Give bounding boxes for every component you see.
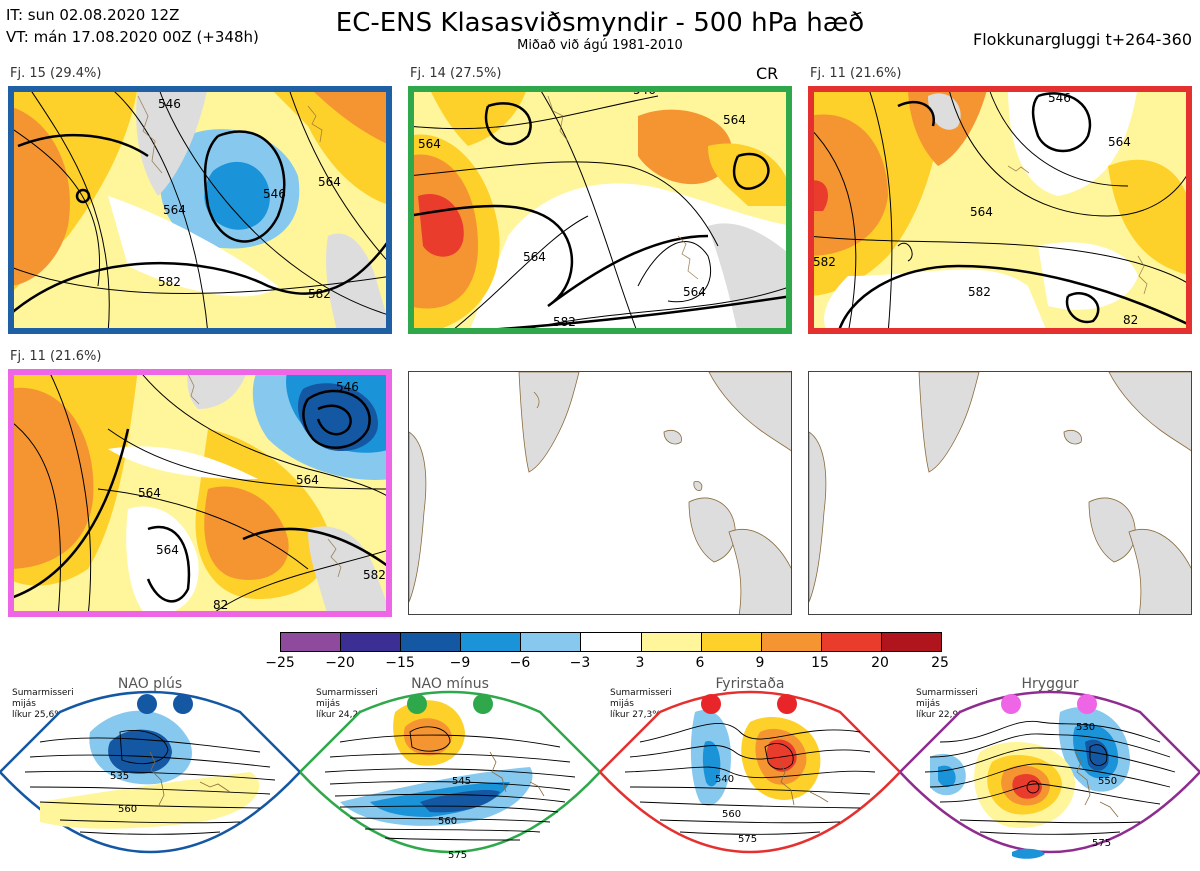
colorbar-segment <box>820 633 881 651</box>
header-left: IT: sun 02.08.2020 12Z VT: mán 17.08.202… <box>6 4 259 48</box>
regime-note: Sumarmisseri mijás líkur 22,9% <box>916 688 978 720</box>
contour-label: 546 <box>1048 91 1071 105</box>
contour-label: 564 <box>970 205 993 219</box>
cluster-map-3: 546 564 564 582 582 82 <box>808 86 1192 334</box>
regime-contour-label: 560 <box>438 816 457 827</box>
regime-marker <box>173 694 193 714</box>
colorbar-segment <box>760 633 821 651</box>
empty-map-6 <box>808 371 1192 615</box>
regime-contour-label: 540 <box>715 774 734 785</box>
regime-blocking: Sumarmisseri mijás líkur 27,3% Fyrirstaða … <box>600 672 900 871</box>
contour-label: 564 <box>318 175 341 189</box>
colorbar-tick: 9 <box>755 655 765 671</box>
regime-name: Hryggur <box>1021 676 1079 692</box>
panel-3-label: Fj. 11 (21.6%) <box>810 66 902 81</box>
colorbar-tick: −6 <box>509 655 531 671</box>
regime-marker <box>407 694 427 714</box>
regime-note: Sumarmisseri mijás líkur 24,2% <box>316 688 378 720</box>
contour-label: 564 <box>296 473 319 487</box>
regime-note: Sumarmisseri mijás líkur 27,3% <box>610 688 672 720</box>
regime-name: NAO plús <box>117 676 183 692</box>
page-title: EC-ENS Klasasviðsmyndir - 500 hPa hæð <box>335 8 865 38</box>
cluster-map-2: 564 564 564 564 582 546 <box>408 86 792 334</box>
colorbar-segment <box>460 633 521 651</box>
contour-label: 546 <box>336 380 359 394</box>
colorbar-segment <box>880 633 942 651</box>
valid-time: VT: mán 17.08.2020 00Z (+348h) <box>6 28 259 46</box>
colorbar-tick: −15 <box>385 655 415 671</box>
regime-ridge: Sumarmisseri mijás líkur 22,9% Hryggur <box>900 672 1200 871</box>
colorbar-segment <box>580 633 641 651</box>
cluster-map-4: 546 564 564 564 582 82 <box>8 369 392 617</box>
colorbar-tick: −25 <box>265 655 295 671</box>
regime-name: Fyrirstaða <box>715 676 785 692</box>
colorbar-segment <box>700 633 761 651</box>
regime-note: Sumarmisseri mijás líkur 25,6% <box>12 688 74 720</box>
contour-label: 582 <box>158 275 181 289</box>
regime-contour-label: 575 <box>1092 838 1111 849</box>
regime-marker <box>1077 694 1097 714</box>
regime-marker <box>473 694 493 714</box>
contour-label: 82 <box>213 598 228 612</box>
regime-contour-label: 575 <box>448 850 467 861</box>
colorbar-tick: −3 <box>569 655 591 671</box>
colorbar-segment <box>400 633 461 651</box>
colorbar <box>280 632 942 652</box>
classification-window: Flokkunargluggi t+264-360 <box>973 30 1192 49</box>
colorbar-tick: 20 <box>871 655 889 671</box>
regime-marker <box>137 694 157 714</box>
contour-label: 582 <box>553 315 576 329</box>
colorbar-tick: −9 <box>449 655 471 671</box>
regime-contour-label: 550 <box>1098 776 1117 787</box>
empty-map-5 <box>408 371 792 615</box>
contour-label: 582 <box>308 287 331 301</box>
contour-label: 546 <box>158 97 181 111</box>
contour-label: 582 <box>813 255 836 269</box>
regime-nao-minus: Sumarmisseri mijás líkur 24,2% NAO mínus <box>300 672 600 871</box>
regime-contour-label: 560 <box>118 804 137 815</box>
panel-2-label: Fj. 14 (27.5%) <box>410 66 502 81</box>
contour-label: 564 <box>1108 135 1131 149</box>
contour-label: 564 <box>523 250 546 264</box>
panel-1-label: Fj. 15 (29.4%) <box>10 66 102 81</box>
colorbar-tick: 25 <box>931 655 949 671</box>
colorbar-segment <box>340 633 401 651</box>
colorbar-tick: −20 <box>325 655 355 671</box>
regime-name: NAO mínus <box>411 676 489 692</box>
contour-label: 564 <box>163 203 186 217</box>
contour-label: 564 <box>683 285 706 299</box>
colorbar-tick: 3 <box>635 655 645 671</box>
contour-label: 564 <box>723 113 746 127</box>
regime-contour-label: 545 <box>452 776 471 787</box>
regime-contour-label: 535 <box>110 771 129 782</box>
cluster-frame <box>408 86 792 334</box>
contour-label: 546 <box>263 187 286 201</box>
regime-contour-label: 575 <box>738 834 757 845</box>
cluster-frame <box>8 369 392 617</box>
regime-contour-label: 560 <box>722 809 741 820</box>
regime-marker <box>701 694 721 714</box>
colorbar-tick: 6 <box>695 655 705 671</box>
colorbar-segment <box>520 633 581 651</box>
panel-4-label: Fj. 11 (21.6%) <box>10 349 102 364</box>
cluster-frame <box>8 86 392 334</box>
cluster-map-1: 546 564 546 564 582 582 <box>8 86 392 334</box>
contour-label: 564 <box>156 543 179 557</box>
cluster-frame <box>808 86 1192 334</box>
contour-label: 82 <box>1123 313 1138 327</box>
page-subtitle: Miðað við ágú 1981-2010 <box>517 38 683 53</box>
colorbar-segment <box>281 633 341 651</box>
regime-nao-plus: Sumarmisseri mijás líkur 25,6% NAO plús 53… <box>0 672 300 871</box>
contour-label: 564 <box>418 137 441 151</box>
contour-label: 582 <box>363 568 386 582</box>
regime-contour-label: 530 <box>1076 722 1095 733</box>
regime-marker <box>1001 694 1021 714</box>
colorbar-segment <box>640 633 701 651</box>
colorbar-tick: 15 <box>811 655 829 671</box>
regime-marker <box>777 694 797 714</box>
contour-label: 582 <box>968 285 991 299</box>
panel-2-tag: CR <box>756 64 779 83</box>
initial-time: IT: sun 02.08.2020 12Z <box>6 6 180 24</box>
contour-label: 564 <box>138 486 161 500</box>
